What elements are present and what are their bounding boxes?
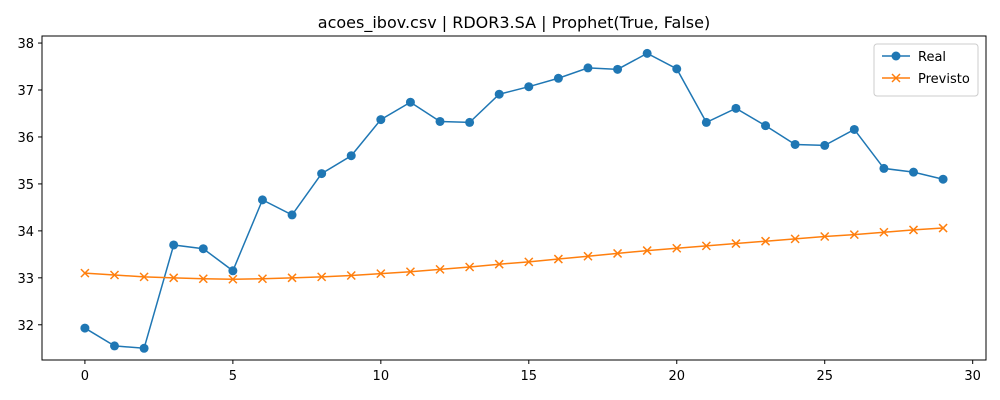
series-line-previsto (84, 227, 944, 280)
data-point-real (169, 240, 179, 250)
y-tick-label: 38 (17, 37, 34, 52)
data-point-real (257, 195, 267, 205)
data-point-real (672, 64, 682, 74)
data-point-real (642, 48, 652, 58)
x-axis: 0 5 10 15 20 25 30 (81, 360, 981, 384)
data-point-previsto (820, 231, 830, 242)
series-layer (80, 48, 948, 353)
data-point-previsto (849, 230, 859, 240)
data-point-real (198, 244, 208, 254)
y-tick-label: 36 (17, 131, 34, 146)
y-tick-label: 33 (17, 272, 34, 287)
data-point-previsto (139, 272, 149, 282)
data-point-previsto (938, 223, 948, 233)
data-point-real (553, 73, 563, 83)
data-point-real (790, 139, 800, 149)
data-point-real (110, 341, 120, 351)
data-point-previsto (405, 267, 415, 277)
data-point-previsto (672, 243, 682, 253)
data-point-previsto (465, 262, 475, 272)
data-point-real (524, 82, 534, 92)
x-tick-label: 5 (229, 369, 237, 384)
data-point-real (583, 63, 593, 73)
legend-marker (891, 73, 901, 83)
data-point-previsto (908, 225, 919, 235)
data-point-real (228, 266, 238, 276)
data-point-real (938, 174, 948, 184)
data-point-previsto (790, 234, 800, 244)
data-point-previsto (346, 270, 356, 281)
data-point-previsto (169, 273, 179, 283)
data-point-previsto (80, 268, 90, 278)
legend-item-previsto: Previsto (882, 72, 970, 87)
data-point-real (731, 103, 741, 113)
data-point-real (613, 64, 623, 74)
data-point-previsto (879, 227, 889, 237)
data-point-previsto (435, 264, 445, 274)
legend-marker (891, 51, 901, 61)
data-point-real (761, 121, 771, 131)
y-tick-label: 34 (17, 225, 34, 240)
data-point-previsto (613, 248, 623, 258)
data-point-previsto (198, 274, 208, 284)
data-point-real (494, 89, 504, 99)
data-point-real (287, 210, 297, 220)
data-point-previsto (228, 274, 238, 284)
data-point-real (820, 140, 830, 150)
data-point-real (80, 323, 90, 333)
legend-label: Real (918, 50, 946, 65)
x-tick-label: 10 (373, 369, 390, 384)
data-point-real (701, 117, 711, 127)
data-point-real (376, 115, 386, 125)
data-point-real (139, 343, 149, 353)
data-point-real (346, 151, 356, 161)
x-tick-label: 15 (521, 369, 538, 384)
data-point-real (435, 116, 445, 126)
data-point-real (465, 117, 475, 127)
chart-title: acoes_ibov.csv | RDOR3.SA | Prophet(True… (318, 13, 710, 33)
data-point-previsto (553, 254, 563, 264)
data-point-previsto (583, 251, 593, 261)
data-point-previsto (701, 241, 711, 251)
series-previsto (80, 223, 948, 284)
data-point-previsto (761, 236, 771, 246)
legend-label: Previsto (918, 72, 970, 87)
x-tick-label: 30 (964, 369, 981, 384)
y-axis: 32 33 34 35 36 37 38 (17, 37, 42, 334)
legend: Real Previsto (873, 43, 979, 97)
data-point-real (849, 124, 859, 134)
data-point-previsto (494, 259, 504, 269)
series-line-real (84, 52, 944, 350)
data-point-real (908, 167, 918, 177)
series-real (80, 48, 948, 353)
data-point-real (879, 163, 889, 173)
x-tick-label: 0 (81, 369, 89, 384)
data-point-previsto (642, 246, 652, 256)
legend-item-real: Real (882, 50, 946, 65)
y-tick-label: 35 (17, 178, 34, 193)
data-point-previsto (731, 239, 741, 249)
data-point-previsto (524, 257, 534, 267)
data-point-previsto (287, 273, 297, 283)
data-point-previsto (109, 270, 120, 280)
data-point-previsto (376, 269, 386, 279)
x-tick-label: 25 (816, 369, 833, 384)
plot-area (41, 35, 987, 361)
y-tick-label: 37 (17, 84, 34, 99)
data-point-previsto (257, 274, 267, 284)
x-tick-label: 20 (668, 369, 685, 384)
data-point-previsto (317, 272, 327, 282)
data-point-real (317, 169, 327, 179)
y-tick-label: 32 (17, 319, 34, 334)
data-point-real (405, 97, 415, 107)
